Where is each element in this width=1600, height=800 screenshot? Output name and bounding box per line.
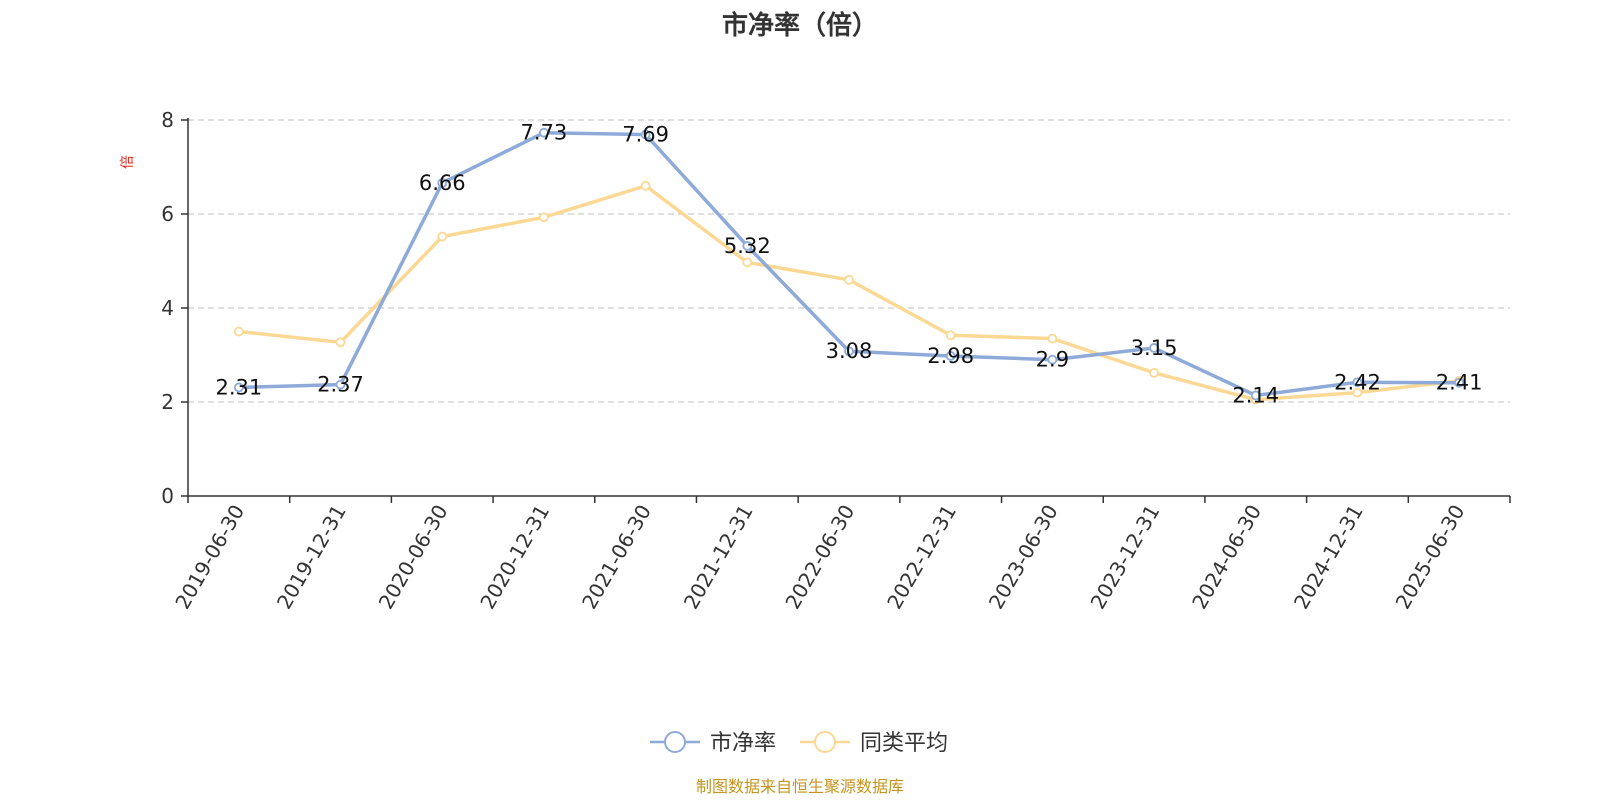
data-point xyxy=(844,274,854,285)
data-point xyxy=(945,330,956,341)
legend-label: 市净率 xyxy=(710,731,776,756)
data-point xyxy=(335,379,346,390)
series-line-1 xyxy=(238,184,1460,402)
x-tick-label: 2025-06-30 xyxy=(1391,501,1470,614)
data-point xyxy=(1250,390,1261,401)
data-point xyxy=(1149,367,1159,378)
x-tick-label: 2021-06-30 xyxy=(577,501,656,614)
data-point xyxy=(233,326,244,337)
x-tick-label: 2023-06-30 xyxy=(984,501,1063,614)
legend-marker xyxy=(814,731,836,753)
series-lines xyxy=(233,127,1465,405)
x-tick-label: 2019-06-30 xyxy=(170,501,249,614)
y-tick-label: 0 xyxy=(161,484,174,508)
y-tick-labels: 0 2 4 6 8 xyxy=(161,108,174,508)
x-tick-labels: 2019-06-30 2019-12-31 2020-06-30 2020-12-31… xyxy=(170,501,1469,614)
y-tick-label: 2 xyxy=(161,390,174,414)
data-labels: 2.31 2.37 6.66 7.73 7.69 5.32 3.08 2.98 2.9 3.15 2… xyxy=(215,121,1482,408)
data-label: 2.42 xyxy=(1334,370,1381,394)
x-tick-label: 2020-12-31 xyxy=(475,501,554,614)
data-point xyxy=(1047,354,1058,365)
x-tick-label: 2021-12-31 xyxy=(679,501,758,614)
data-label: 2.14 xyxy=(1232,383,1279,407)
data-point xyxy=(945,351,956,361)
x-tick-label: 2024-06-30 xyxy=(1187,501,1266,614)
data-point xyxy=(437,231,448,242)
y-tick-label: 6 xyxy=(161,202,174,226)
data-point xyxy=(1047,333,1058,344)
data-point xyxy=(640,180,651,191)
data-point xyxy=(844,346,854,357)
data-label: 2.37 xyxy=(317,373,364,397)
x-tick-label: 2020-06-30 xyxy=(374,501,453,614)
data-point xyxy=(1149,343,1159,353)
data-point xyxy=(742,257,753,268)
data-label: 3.08 xyxy=(826,339,873,363)
data-point xyxy=(742,241,753,251)
data-label: 2.41 xyxy=(1436,371,1483,395)
x-tick-label: 2023-12-31 xyxy=(1086,501,1165,614)
data-point xyxy=(539,127,549,138)
data-label: 7.69 xyxy=(622,123,669,147)
data-point xyxy=(1454,377,1465,388)
data-label: 7.73 xyxy=(521,121,568,145)
data-point xyxy=(1352,377,1363,388)
data-point xyxy=(233,382,244,393)
data-label: 2.31 xyxy=(215,375,262,399)
data-label: 2.98 xyxy=(927,344,974,368)
data-label: 5.32 xyxy=(724,234,771,258)
axes xyxy=(181,118,1511,503)
data-label: 2.9 xyxy=(1036,348,1069,372)
data-point xyxy=(539,212,549,223)
legend-label: 同类平均 xyxy=(860,731,948,756)
data-point xyxy=(1352,387,1363,398)
legend-marker xyxy=(664,731,686,753)
gridlines xyxy=(188,119,1510,403)
y-axis-label: 倍 xyxy=(120,155,136,169)
legend: 市净率 同类平均 xyxy=(650,731,948,756)
data-label: 6.66 xyxy=(419,171,466,195)
x-tick-label: 2022-06-30 xyxy=(780,501,859,614)
y-tick-label: 4 xyxy=(161,296,174,320)
source-note: 制图数据来自恒生聚源数据库 xyxy=(696,777,904,796)
data-label: 3.15 xyxy=(1131,336,1178,360)
chart-title: 市净率（倍） xyxy=(722,10,878,41)
x-tick-label: 2022-12-31 xyxy=(882,501,961,614)
data-point xyxy=(437,178,448,188)
data-point xyxy=(335,337,346,348)
x-tick-label: 2024-12-31 xyxy=(1289,501,1368,614)
x-tick-label: 2019-12-31 xyxy=(272,501,351,614)
data-point xyxy=(640,129,651,140)
y-tick-label: 8 xyxy=(161,108,174,132)
